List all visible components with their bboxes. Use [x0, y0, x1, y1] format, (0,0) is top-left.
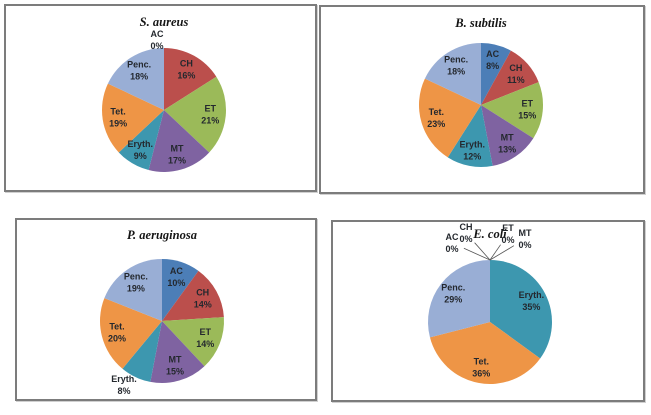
slice-label-ch: CH 11% — [507, 63, 525, 85]
slice-label-et: ET 15% — [518, 98, 536, 120]
label-leader-line — [463, 247, 491, 261]
slice-label-tet: Tet. 36% — [472, 357, 490, 379]
slice-label-mt: MT 15% — [166, 355, 184, 377]
chart-title: B. subtilis — [454, 16, 507, 30]
pie-slice-eryth — [118, 110, 164, 171]
pie-slice-ac — [162, 259, 199, 321]
pie-slice-tet — [99, 298, 162, 369]
slice-label-tet: Tet. 19% — [109, 106, 127, 128]
pie-slice-ch — [162, 270, 224, 321]
slice-label-penc: Penc. 18% — [127, 60, 151, 82]
pie-slice-mt — [481, 105, 534, 166]
slice-label-eryth: Eryth. 9% — [128, 139, 154, 161]
slice-label-ac: AC 0% — [445, 232, 459, 254]
slice-label-et: ET 14% — [196, 327, 214, 349]
chart-title: S. aureus — [140, 15, 189, 29]
chart-panel-e-coli: E. coli AC 0% CH 0% ET 0% MT 0% Eryth. 35% Tet. 36% P… — [331, 220, 645, 402]
slice-label-tet: Tet. 23% — [427, 107, 445, 129]
chart-title: P. aeruginosa — [127, 228, 197, 242]
slice-label-eryth: Eryth. 8% — [111, 374, 137, 396]
slice-label-penc: Penc. 19% — [124, 272, 148, 294]
slice-label-ac: AC 8% — [486, 49, 500, 71]
slice-label-ac: AC 10% — [167, 266, 185, 288]
pie-slice-ch — [164, 48, 217, 110]
slice-label-tet: Tet. 20% — [108, 322, 126, 344]
slice-label-penc: Penc. 29% — [441, 283, 465, 305]
pie-slice-eryth — [490, 260, 552, 359]
chart-panel-b-subtilis: B. subtilis AC 8% CH 11% ET 15% MT 13% Eryth. 12% T… — [319, 5, 645, 194]
slice-label-eryth: Eryth. 12% — [460, 140, 486, 162]
slice-label-mt: MT 17% — [168, 144, 186, 166]
pie-slice-et — [164, 76, 227, 153]
slice-label-ch: CH 16% — [177, 58, 195, 80]
slice-label-et: ET 21% — [201, 103, 219, 125]
slice-label-ac: AC 0% — [150, 29, 164, 51]
slice-label-mt: MT 0% — [518, 228, 532, 250]
pie-slice-ac — [481, 43, 511, 105]
chart-panel-s-aureus: S. aureus AC 0% CH 16% ET 21% MT 17% Eryth. 9% Tet.… — [4, 4, 317, 192]
pie-slice-et — [481, 82, 544, 139]
pie-slice-penc — [107, 47, 164, 110]
pie-slice-eryth — [122, 321, 162, 382]
slice-label-et: ET 0% — [501, 223, 514, 245]
slice-label-mt: MT 13% — [498, 133, 516, 155]
pie-slice-tet — [418, 78, 481, 158]
pie-slice-mt — [150, 321, 205, 383]
slice-label-ch: CH 14% — [194, 288, 212, 310]
pie-slice-ch — [481, 50, 539, 105]
slice-label-ch: CH 0% — [459, 222, 472, 244]
pie-slice-eryth — [447, 105, 493, 167]
pie-slice-penc — [428, 260, 490, 338]
pie-slice-tet — [429, 322, 541, 384]
slice-label-penc: Penc. 18% — [444, 55, 468, 77]
pie-chart-b-subtilis: B. subtilis AC 8% CH 11% ET 15%MT 13% Eryth. 12% T… — [418, 16, 544, 167]
pie-chart-p-aeruginosa: P. aeruginosa AC 10% CH 14% ET 14% MT 15% Eryth. 8… — [99, 228, 225, 396]
pie-chart-e-coli: E. coli AC 0%CH 0% ET 0% MT 0% Eryth. 35% Tet. 36% P… — [428, 222, 552, 384]
slice-label-eryth: Eryth. 35% — [519, 290, 545, 312]
chart-panel-p-aeruginosa: P. aeruginosa AC 10% CH 14% ET 14% MT 15% Eryth. 8… — [15, 218, 317, 401]
pie-slice-penc — [104, 259, 162, 321]
pie-slice-penc — [424, 42, 481, 105]
pie-slice-mt — [148, 110, 210, 172]
label-leader-line — [474, 242, 491, 261]
pie-slice-et — [162, 317, 225, 367]
pie-slice-tet — [101, 83, 164, 153]
label-leader-line — [489, 244, 501, 261]
chart-title: E. coli — [472, 227, 507, 241]
label-leader-line — [489, 245, 515, 261]
